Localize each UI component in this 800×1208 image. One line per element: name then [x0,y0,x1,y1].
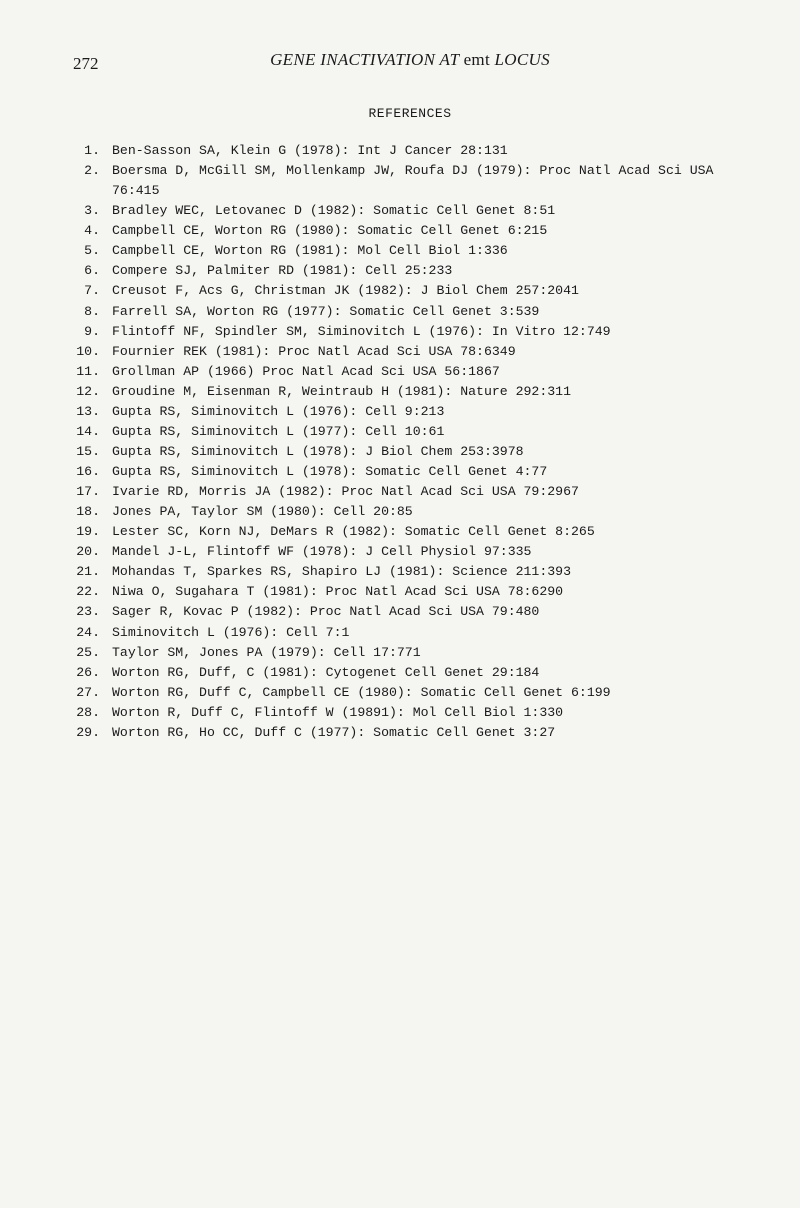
reference-number: 15. [70,442,102,462]
reference-text: Farrell SA, Worton RG (1977): Somatic Ce… [102,302,750,322]
reference-number: 9. [70,322,102,342]
reference-item: 26.Worton RG, Duff, C (1981): Cytogenet … [70,663,750,683]
reference-item: 23.Sager R, Kovac P (1982): Proc Natl Ac… [70,602,750,622]
reference-number: 21. [70,562,102,582]
reference-text: Worton R, Duff C, Flintoff W (19891): Mo… [102,703,750,723]
reference-text: Jones PA, Taylor SM (1980): Cell 20:85 [102,502,750,522]
reference-item: 27.Worton RG, Duff C, Campbell CE (1980)… [70,683,750,703]
reference-text: Gupta RS, Siminovitch L (1977): Cell 10:… [102,422,750,442]
reference-number: 22. [70,582,102,602]
reference-number: 24. [70,623,102,643]
reference-text: Mohandas T, Sparkes RS, Shapiro LJ (1981… [102,562,750,582]
reference-number: 4. [70,221,102,241]
page-number: 272 [73,54,99,74]
references-list: 1.Ben-Sasson SA, Klein G (1978): Int J C… [70,141,750,743]
reference-item: 28.Worton R, Duff C, Flintoff W (19891):… [70,703,750,723]
reference-number: 29. [70,723,102,743]
reference-item: 16.Gupta RS, Siminovitch L (1978): Somat… [70,462,750,482]
reference-number: 26. [70,663,102,683]
reference-number: 25. [70,643,102,663]
reference-number: 8. [70,302,102,322]
reference-text: Lester SC, Korn NJ, DeMars R (1982): Som… [102,522,750,542]
reference-item: 2.Boersma D, McGill SM, Mollenkamp JW, R… [70,161,750,201]
reference-item: 13.Gupta RS, Siminovitch L (1976): Cell … [70,402,750,422]
reference-number: 5. [70,241,102,261]
reference-number: 12. [70,382,102,402]
reference-text: Grollman AP (1966) Proc Natl Acad Sci US… [102,362,750,382]
reference-item: 20.Mandel J-L, Flintoff WF (1978): J Cel… [70,542,750,562]
reference-number: 2. [70,161,102,201]
reference-number: 27. [70,683,102,703]
reference-number: 23. [70,602,102,622]
section-heading: REFERENCES [70,106,750,121]
reference-text: Groudine M, Eisenman R, Weintraub H (198… [102,382,750,402]
reference-item: 25.Taylor SM, Jones PA (1979): Cell 17:7… [70,643,750,663]
reference-number: 1. [70,141,102,161]
reference-text: Fournier REK (1981): Proc Natl Acad Sci … [102,342,750,362]
reference-text: Siminovitch L (1976): Cell 7:1 [102,623,750,643]
reference-item: 8.Farrell SA, Worton RG (1977): Somatic … [70,302,750,322]
reference-number: 18. [70,502,102,522]
running-title-part2: LOCUS [490,50,550,69]
reference-text: Boersma D, McGill SM, Mollenkamp JW, Rou… [102,161,750,201]
reference-item: 22.Niwa O, Sugahara T (1981): Proc Natl … [70,582,750,602]
reference-number: 20. [70,542,102,562]
reference-item: 15.Gupta RS, Siminovitch L (1978): J Bio… [70,442,750,462]
reference-number: 19. [70,522,102,542]
reference-text: Gupta RS, Siminovitch L (1978): J Biol C… [102,442,750,462]
reference-number: 6. [70,261,102,281]
reference-number: 7. [70,281,102,301]
reference-text: Ben-Sasson SA, Klein G (1978): Int J Can… [102,141,750,161]
reference-item: 14.Gupta RS, Siminovitch L (1977): Cell … [70,422,750,442]
reference-item: 19.Lester SC, Korn NJ, DeMars R (1982): … [70,522,750,542]
reference-item: 9.Flintoff NF, Spindler SM, Siminovitch … [70,322,750,342]
reference-text: Worton RG, Duff C, Campbell CE (1980): S… [102,683,750,703]
reference-item: 3.Bradley WEC, Letovanec D (1982): Somat… [70,201,750,221]
reference-item: 21.Mohandas T, Sparkes RS, Shapiro LJ (1… [70,562,750,582]
running-title: GENE INACTIVATION AT emt LOCUS [70,50,750,70]
reference-item: 1.Ben-Sasson SA, Klein G (1978): Int J C… [70,141,750,161]
reference-text: Flintoff NF, Spindler SM, Siminovitch L … [102,322,750,342]
reference-number: 3. [70,201,102,221]
reference-item: 29.Worton RG, Ho CC, Duff C (1977): Soma… [70,723,750,743]
reference-item: 11.Grollman AP (1966) Proc Natl Acad Sci… [70,362,750,382]
reference-text: Ivarie RD, Morris JA (1982): Proc Natl A… [102,482,750,502]
reference-number: 11. [70,362,102,382]
reference-number: 28. [70,703,102,723]
reference-text: Worton RG, Ho CC, Duff C (1977): Somatic… [102,723,750,743]
reference-text: Bradley WEC, Letovanec D (1982): Somatic… [102,201,750,221]
reference-text: Gupta RS, Siminovitch L (1976): Cell 9:2… [102,402,750,422]
reference-item: 10.Fournier REK (1981): Proc Natl Acad S… [70,342,750,362]
reference-number: 14. [70,422,102,442]
reference-number: 16. [70,462,102,482]
running-title-part1: GENE INACTIVATION AT [270,50,463,69]
reference-item: 5.Campbell CE, Worton RG (1981): Mol Cel… [70,241,750,261]
reference-item: 4.Campbell CE, Worton RG (1980): Somatic… [70,221,750,241]
reference-text: Taylor SM, Jones PA (1979): Cell 17:771 [102,643,750,663]
reference-item: 12.Groudine M, Eisenman R, Weintraub H (… [70,382,750,402]
reference-text: Campbell CE, Worton RG (1981): Mol Cell … [102,241,750,261]
reference-text: Creusot F, Acs G, Christman JK (1982): J… [102,281,750,301]
reference-number: 17. [70,482,102,502]
reference-text: Mandel J-L, Flintoff WF (1978): J Cell P… [102,542,750,562]
reference-text: Niwa O, Sugahara T (1981): Proc Natl Aca… [102,582,750,602]
reference-item: 18.Jones PA, Taylor SM (1980): Cell 20:8… [70,502,750,522]
reference-text: Worton RG, Duff, C (1981): Cytogenet Cel… [102,663,750,683]
reference-number: 13. [70,402,102,422]
reference-text: Gupta RS, Siminovitch L (1978): Somatic … [102,462,750,482]
reference-item: 6.Compere SJ, Palmiter RD (1981): Cell 2… [70,261,750,281]
reference-item: 24.Siminovitch L (1976): Cell 7:1 [70,623,750,643]
reference-text: Sager R, Kovac P (1982): Proc Natl Acad … [102,602,750,622]
running-title-roman: emt [464,50,490,69]
reference-text: Campbell CE, Worton RG (1980): Somatic C… [102,221,750,241]
reference-text: Compere SJ, Palmiter RD (1981): Cell 25:… [102,261,750,281]
reference-number: 10. [70,342,102,362]
reference-item: 17.Ivarie RD, Morris JA (1982): Proc Nat… [70,482,750,502]
reference-item: 7.Creusot F, Acs G, Christman JK (1982):… [70,281,750,301]
